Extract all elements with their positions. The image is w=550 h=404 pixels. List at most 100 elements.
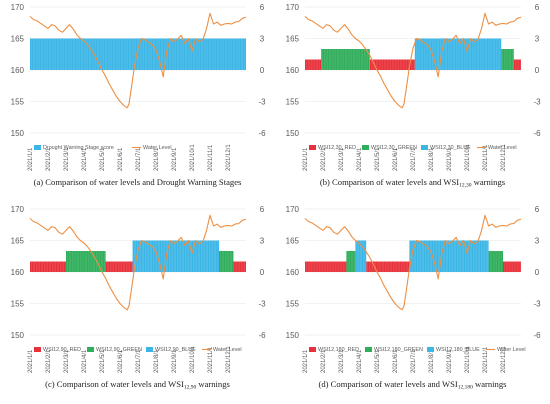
y2-tick-label: -3 bbox=[533, 299, 541, 308]
legend-swatch bbox=[87, 347, 94, 352]
y2-tick-label: -3 bbox=[533, 97, 541, 106]
warning-bar-WSI12,90_RED bbox=[233, 261, 246, 272]
y2-tick-label: 3 bbox=[260, 34, 265, 43]
x-tick-label: 2021/7/1 bbox=[136, 147, 142, 171]
y2-tick-label: -3 bbox=[258, 299, 266, 308]
y2-tick-label: 3 bbox=[535, 34, 540, 43]
x-tick-label: 2021/9/1 bbox=[447, 147, 453, 171]
water-level-line bbox=[304, 12, 522, 109]
chart-svg-b: 150 155 160 165 170 -6 -3 0 3 6 2021/1/1 2021/2/1 20… bbox=[286, 3, 541, 171]
x-tick-label: 2021/11/1 bbox=[208, 144, 214, 171]
y2-tick-label: -6 bbox=[533, 129, 541, 138]
x-tick-label: 2021/12/1 bbox=[226, 144, 232, 171]
legend-swatch bbox=[365, 347, 372, 352]
legend-swatch bbox=[309, 347, 316, 352]
y2-tick-label: -6 bbox=[258, 129, 266, 138]
legend-label: WSI12,180_RED bbox=[318, 347, 359, 353]
x-tick-label: 2021/3/1 bbox=[64, 147, 70, 171]
legend-swatch bbox=[146, 347, 153, 352]
x-tick-label: 2021/5/1 bbox=[100, 349, 106, 373]
y-tick-label: 165 bbox=[286, 236, 300, 245]
x-tick-label: 2021/6/1 bbox=[393, 147, 399, 171]
x-tick-label: 2021/4/1 bbox=[357, 349, 363, 373]
x-tick-label: 2021/2/1 bbox=[321, 147, 327, 171]
legend-label: Water Level bbox=[497, 347, 526, 353]
legend-swatch bbox=[309, 145, 316, 150]
x-tick-label: 2021/8/1 bbox=[154, 349, 160, 373]
y-tick-label: 160 bbox=[286, 66, 300, 75]
x-tick-label: 2021/9/1 bbox=[172, 147, 178, 171]
y2-tick-label: 3 bbox=[535, 236, 540, 245]
x-tick-label: 2021/11/1 bbox=[483, 346, 489, 373]
x-tick-label: 2021/3/1 bbox=[339, 349, 345, 373]
x-tick-label: 2021/5/1 bbox=[375, 147, 381, 171]
y2-tick-label: 6 bbox=[260, 205, 265, 214]
y-tick-label: 170 bbox=[286, 205, 300, 214]
y-tick-label: 160 bbox=[11, 66, 25, 75]
y-tick-label: 170 bbox=[286, 3, 300, 12]
warning-bar-WSI12,90_GREEN bbox=[66, 251, 106, 272]
caption-d: (d) Comparison of water levels and WSI12… bbox=[318, 379, 507, 391]
x-tick-label: 2021/7/1 bbox=[136, 349, 142, 373]
x-tick-label: 2021/3/1 bbox=[64, 349, 70, 373]
x-tick-label: 2021/12/1 bbox=[501, 144, 507, 171]
x-tick-label: 2021/9/1 bbox=[172, 349, 178, 373]
legend-swatch bbox=[34, 145, 41, 150]
legend-label: WSI12,180_BLUE bbox=[436, 347, 480, 353]
warning-bar-WSI12,180_RED bbox=[305, 261, 347, 272]
legend-swatch bbox=[427, 347, 434, 352]
legend-label: Water Level bbox=[488, 145, 517, 151]
x-tick-label: 2021/12/1 bbox=[226, 346, 232, 373]
x-tick-label: 2021/1/1 bbox=[28, 147, 34, 171]
x-tick-label: 2021/2/1 bbox=[321, 349, 327, 373]
water-level-line bbox=[29, 12, 247, 109]
y-tick-label: 150 bbox=[11, 129, 25, 138]
y-tick-label: 155 bbox=[11, 97, 25, 106]
warning-bar-WSI12,180_GREEN bbox=[346, 251, 356, 272]
y-tick-label: 165 bbox=[11, 34, 25, 43]
x-tick-label: 2021/10/1 bbox=[190, 144, 196, 171]
warning-bar-WSI12,180_BLUE bbox=[355, 240, 367, 272]
legend-label: WSI12,30_BLUE bbox=[430, 145, 471, 151]
y-tick-label: 165 bbox=[286, 34, 300, 43]
chart-svg-a: 150 155 160 165 170 -6 -3 0 3 6 2021/1/1 2021/2/1 20… bbox=[11, 3, 266, 171]
caption-b: (b) Comparison of water levels and WSI12… bbox=[319, 177, 506, 189]
legend-label: WSI12,90_GREEN bbox=[96, 347, 142, 353]
y-tick-label: 170 bbox=[11, 205, 25, 214]
warning-bar-WSI12,180_GREEN bbox=[488, 251, 503, 272]
x-tick-label: 2021/4/1 bbox=[82, 349, 88, 373]
legend-label: Drought Warning Stage score bbox=[43, 145, 114, 151]
chart-svg-c: 150 155 160 165 170 -6 -3 0 3 6 2021/1/1 2021/2/1 20… bbox=[11, 205, 266, 373]
y2-tick-label: -6 bbox=[533, 331, 541, 340]
warning-bar-WSI12,180_RED bbox=[503, 261, 521, 272]
x-tick-label: 2021/1/1 bbox=[28, 349, 34, 373]
water-level-line bbox=[304, 214, 522, 311]
legend-label: WSI12,30_RED bbox=[318, 145, 356, 151]
x-tick-label: 2021/1/1 bbox=[303, 349, 309, 373]
y2-tick-label: 6 bbox=[260, 3, 265, 12]
water-level-line bbox=[29, 214, 247, 311]
legend-label: WSI12,90_RED bbox=[43, 347, 81, 353]
y-tick-label: 160 bbox=[11, 268, 25, 277]
x-tick-label: 2021/11/1 bbox=[483, 144, 489, 171]
warning-bar-WSI12,30_BLUE bbox=[414, 38, 502, 70]
x-tick-label: 2021/6/1 bbox=[393, 349, 399, 373]
y2-tick-label: 6 bbox=[535, 205, 540, 214]
chart-svg-d: 150 155 160 165 170 -6 -3 0 3 6 2021/1/1 2021/2/1 20… bbox=[286, 205, 541, 373]
x-tick-label: 2021/10/1 bbox=[465, 144, 471, 171]
x-tick-label: 2021/11/1 bbox=[208, 346, 214, 373]
legend-label: WSI12,30_GREEN bbox=[371, 145, 417, 151]
warning-bar-WSI12,30_RED bbox=[305, 59, 322, 70]
y-tick-label: 155 bbox=[11, 299, 25, 308]
warning-bar-WSI12,30_RED bbox=[369, 59, 415, 70]
x-tick-label: 2021/12/1 bbox=[501, 346, 507, 373]
y-tick-label: 150 bbox=[286, 129, 300, 138]
x-tick-label: 2021/4/1 bbox=[357, 147, 363, 171]
x-tick-label: 2021/7/1 bbox=[411, 349, 417, 373]
chart-panel-a: 150 155 160 165 170 -6 -3 0 3 6 2021/1/1 2021/2/1 20… bbox=[0, 0, 275, 202]
warning-bar-WSI12,90_BLUE bbox=[132, 240, 219, 272]
y-tick-label: 155 bbox=[286, 299, 300, 308]
legend-swatch bbox=[362, 145, 369, 150]
x-tick-label: 2021/10/1 bbox=[190, 346, 196, 373]
x-tick-label: 2021/8/1 bbox=[154, 147, 160, 171]
